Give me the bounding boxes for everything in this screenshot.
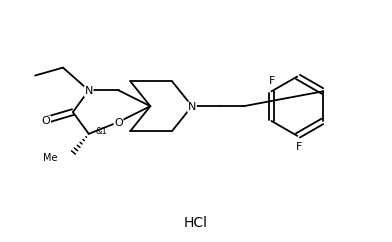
- Text: F: F: [269, 76, 276, 86]
- Text: N: N: [188, 102, 196, 112]
- Text: F: F: [296, 142, 303, 152]
- Text: O: O: [114, 118, 123, 128]
- Text: &1: &1: [96, 127, 107, 136]
- Text: HCl: HCl: [184, 216, 208, 230]
- Text: Me: Me: [44, 152, 58, 163]
- Text: N: N: [85, 86, 93, 96]
- Text: O: O: [42, 116, 51, 126]
